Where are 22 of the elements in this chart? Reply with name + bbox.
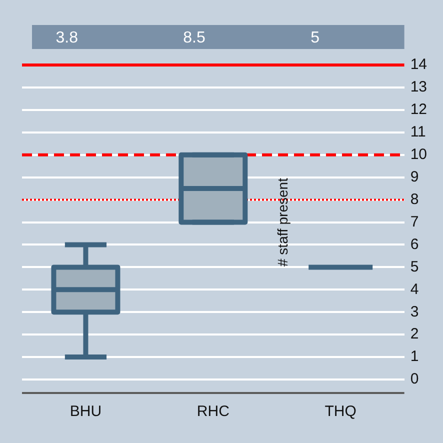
text: 8.5 xyxy=(183,29,206,46)
y-tick-label: 1 xyxy=(410,348,419,366)
y-tick-label: 2 xyxy=(410,326,419,343)
y-tick-label: 14 xyxy=(410,56,428,74)
y-tick-label: 5 xyxy=(410,258,419,276)
text: 3.8 xyxy=(56,29,78,46)
y-tick-label: 9 xyxy=(410,168,419,186)
y-tick-label: 8 xyxy=(410,190,419,208)
y-tick-label: 6 xyxy=(410,236,419,253)
y-tick-label: 13 xyxy=(410,78,428,96)
y-tick-label: 0 xyxy=(410,370,419,388)
x-tick-label: RHC xyxy=(196,403,230,420)
y-tick-label: 10 xyxy=(410,146,428,164)
text: 5 xyxy=(310,29,320,46)
y-tick-label: 7 xyxy=(410,213,419,230)
y-tick-label: 11 xyxy=(410,124,426,141)
y-tick-label: 12 xyxy=(410,101,428,118)
y-axis-title: # staff present xyxy=(274,178,291,266)
y-tick-label: 4 xyxy=(410,280,419,298)
x-tick-label: THQ xyxy=(324,403,356,420)
x-tick-label: BHU xyxy=(70,403,102,420)
y-tick-label: 3 xyxy=(410,303,419,320)
